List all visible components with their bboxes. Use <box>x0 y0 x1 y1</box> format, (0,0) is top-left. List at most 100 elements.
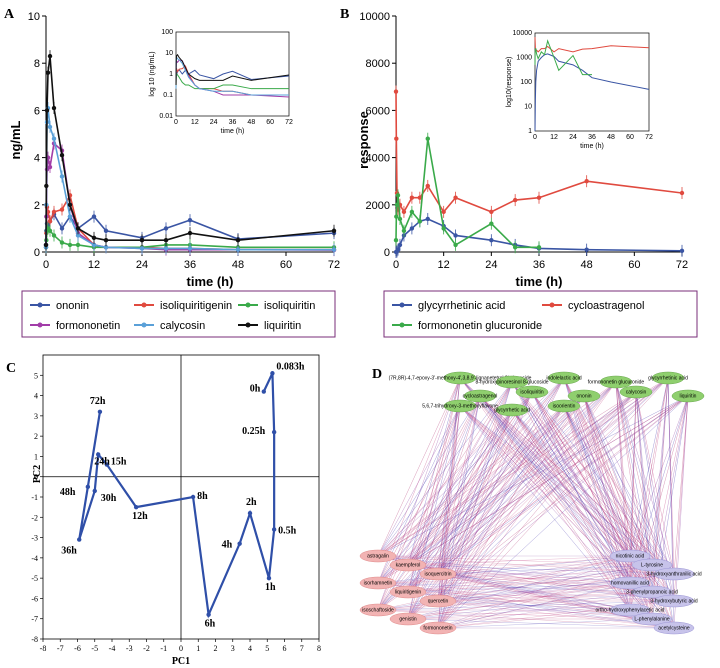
x-tick-label: 0 <box>393 259 399 271</box>
data-point <box>453 233 458 238</box>
network-node-left <box>419 594 457 608</box>
network-node-label: L-tyrosine <box>641 563 663 569</box>
network-edge <box>437 395 689 629</box>
y-tick-label: 0 <box>384 247 390 259</box>
network-node-right <box>653 621 695 635</box>
x-tick-label: 0 <box>179 644 183 653</box>
network-edge <box>437 391 533 602</box>
network-edge <box>531 391 631 584</box>
network-node-top <box>651 371 685 385</box>
network-node-label: 5,6,7-trihydroxy-3-methoxyflavone <box>422 404 498 410</box>
network-node-label: quercetin <box>428 599 449 605</box>
y-tick-label: 4000 <box>366 153 390 165</box>
legend-marker <box>399 302 405 308</box>
legend-marker <box>37 302 43 308</box>
data-point <box>395 247 401 252</box>
network-node-top <box>495 403 529 417</box>
trajectory-line <box>78 372 276 619</box>
y-tick-label: -4 <box>31 554 38 563</box>
data-point <box>425 136 430 141</box>
y-tick-label: 8000 <box>366 58 390 70</box>
network-edge <box>377 582 631 611</box>
data-point <box>425 216 430 222</box>
inset-y-tick-label: 1 <box>528 128 532 135</box>
data-point <box>409 209 415 215</box>
network-node-label: kaempferol <box>396 563 421 569</box>
x-tick-label: -1 <box>160 644 167 653</box>
network-edge <box>437 564 653 629</box>
network-edge <box>635 391 653 593</box>
data-point <box>331 228 337 233</box>
network-edge <box>437 555 631 575</box>
network-node-label: glycyrrhetinic acid <box>648 376 688 382</box>
data-point <box>331 247 337 252</box>
network-node-label: (7R,8R)-4,7-epoxy-3'-methoxy-4',3,8,9'-l… <box>389 376 532 382</box>
x-tick-label: 12 <box>88 259 100 271</box>
inset-x-tick-label: 60 <box>266 119 274 126</box>
data-point <box>187 230 193 236</box>
network-edge <box>651 377 669 593</box>
network-edge <box>651 377 669 620</box>
x-tick-label: -3 <box>126 644 133 653</box>
y-tick-label: 2 <box>34 200 40 212</box>
legend-label: glycyrrhetinic acid <box>418 300 505 312</box>
pc-point-label: 0h <box>250 384 261 395</box>
y-axis-label-c: PC2 <box>32 465 43 483</box>
network-edge <box>407 395 689 593</box>
data-point <box>103 238 109 243</box>
network-node-label: liquiritigenin <box>395 590 422 596</box>
y-tick-label: 8 <box>34 58 40 70</box>
network-edge <box>667 377 675 629</box>
data-point <box>47 164 53 170</box>
data-point <box>489 209 494 215</box>
y-tick-label: 4 <box>34 392 38 401</box>
data-point <box>67 242 73 248</box>
network-node-top <box>599 375 633 389</box>
network-edge <box>531 391 675 575</box>
network-edge <box>377 409 513 557</box>
x-tick-label: 0 <box>43 259 49 271</box>
data-point <box>187 246 193 251</box>
network-edge <box>437 609 631 629</box>
network-node-label: isoorientin <box>553 404 576 410</box>
data-point <box>67 214 73 219</box>
inset-y-tick-label: 0.1 <box>163 92 173 99</box>
network-edge <box>407 582 631 620</box>
network-node-left <box>359 576 397 590</box>
x-tick-label: -2 <box>143 644 150 653</box>
pc-point <box>271 429 277 435</box>
network-edge <box>437 405 461 629</box>
x-tick-label: 24 <box>485 259 497 271</box>
pc-point <box>190 494 196 500</box>
data-point <box>163 246 169 251</box>
y-tick-label: 0 <box>34 473 38 482</box>
pc-point <box>77 537 82 542</box>
legend-b: glycyrrhetinic acid cycloastragenol formon… <box>383 290 698 338</box>
inset-y-tick-label: 10 <box>524 104 532 111</box>
network-edge <box>377 405 565 611</box>
network-edge <box>377 555 631 584</box>
pc-point <box>266 575 272 581</box>
network-edge <box>629 395 689 557</box>
network-edge <box>377 381 513 611</box>
data-point <box>91 242 97 248</box>
inset-x-tick-label: 48 <box>247 119 255 126</box>
data-point <box>417 219 423 224</box>
network-edge <box>377 377 461 611</box>
y-tick-label: 3 <box>34 412 38 421</box>
inset-y-tick-label: 1 <box>169 71 173 78</box>
network-edge <box>377 395 481 611</box>
inset-series-line <box>175 53 290 85</box>
network-edge <box>377 609 653 620</box>
network-node-left <box>389 585 427 599</box>
data-point <box>409 226 415 231</box>
network-edge <box>407 555 631 566</box>
legend-marker <box>549 302 555 308</box>
pc-point-label: 0.083h <box>276 361 305 372</box>
inset-x-tick-label: 60 <box>626 134 634 141</box>
inset-y-label: log10(response) <box>506 57 513 108</box>
network-node-label: isoliquiritin <box>520 390 544 396</box>
pc-point <box>97 409 103 414</box>
network-node-left <box>389 558 427 572</box>
